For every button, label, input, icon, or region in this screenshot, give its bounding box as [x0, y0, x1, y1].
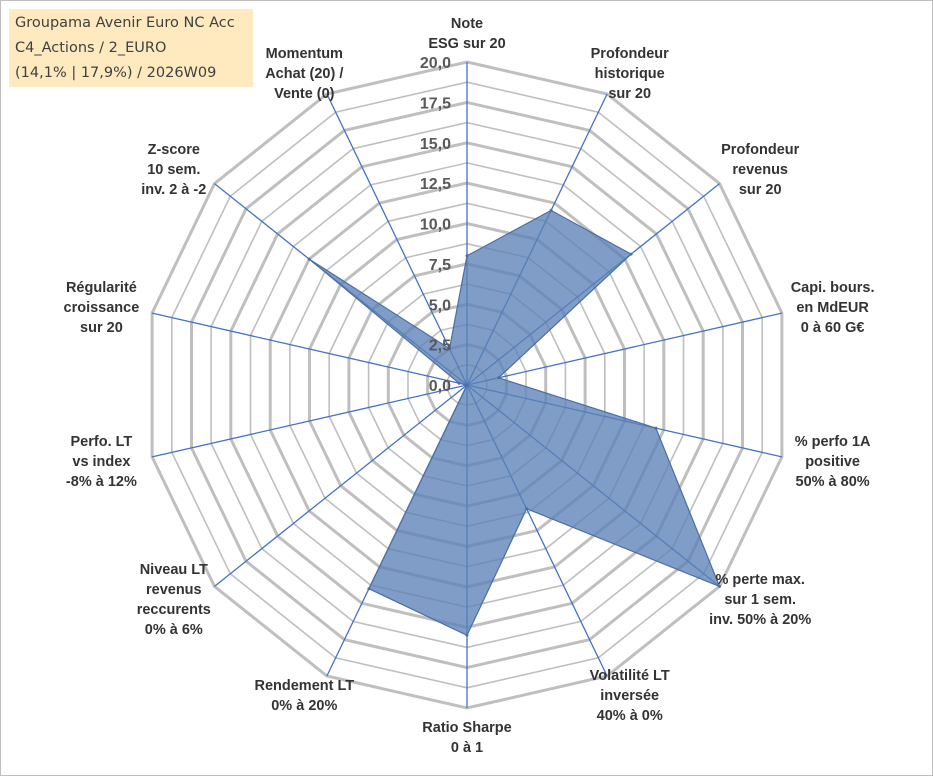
- radar-spoke: [151, 312, 468, 386]
- axis-label: Régularité croissance sur 20: [64, 280, 140, 336]
- tick-label: 2,5: [429, 338, 451, 355]
- data-point: [497, 376, 500, 380]
- radar-spoke: [466, 312, 783, 386]
- axis-label: Ratio Sharpe 0 à 1: [422, 720, 511, 756]
- radar-tick-labels: 0,0 2,5 5,0 7,5 10,0 12,5 15,0 17,5 20,0: [420, 55, 451, 395]
- fund-category: C4_Actions / 2_EURO: [15, 40, 167, 56]
- tick-label: 12,5: [420, 176, 451, 193]
- data-point: [525, 507, 529, 511]
- axis-label: Capi. bours. en MdEUR 0 à 60 G€: [791, 280, 875, 336]
- fund-stats: (14,1% | 17,9%) / 2026W09: [15, 65, 217, 81]
- radar-spoke: [214, 384, 468, 587]
- data-point: [549, 208, 553, 212]
- axis-label: Rendement LT 0% à 20%: [254, 678, 354, 714]
- data-point: [629, 252, 633, 256]
- data-point: [307, 257, 311, 261]
- tick-label: 7,5: [429, 257, 451, 274]
- fund-info-box: Groupama Avenir Euro NC Acc C4_Actions /…: [9, 9, 253, 87]
- series-area: [308, 209, 721, 637]
- axis-label: Volatilité LT inversée 40% à 0%: [590, 668, 670, 724]
- radar-spoke: [151, 384, 468, 458]
- tick-label: 5,0: [429, 297, 451, 314]
- radar-spoke: [326, 93, 468, 386]
- axis-label: Profondeur revenus sur 20: [721, 142, 799, 198]
- fund-name: Groupama Avenir Euro NC Acc: [15, 15, 235, 31]
- axis-label: Perfo. LT vs index -8% à 12%: [66, 434, 137, 490]
- tick-label: 0,0: [429, 378, 451, 395]
- data-point: [465, 254, 469, 258]
- tick-label: 20,0: [420, 55, 451, 72]
- radar-axis-labels: Note ESG sur 20 Profondeur historique sur 20…: [64, 16, 875, 756]
- data-point: [654, 426, 658, 430]
- radar-series: [307, 208, 721, 637]
- tick-label: 10,0: [420, 217, 451, 234]
- axis-label: Profondeur historique sur 20: [591, 46, 669, 102]
- tick-label: 17,5: [420, 95, 451, 112]
- data-point: [448, 347, 451, 351]
- data-point: [465, 383, 469, 387]
- tick-label: 15,0: [420, 136, 451, 153]
- axis-label: Momentum Achat (20) / Vente (0): [265, 46, 343, 102]
- data-point: [718, 584, 721, 588]
- axis-label: Z-score 10 sem. inv. 2 à -2: [141, 142, 206, 198]
- axis-label: % perte max. sur 1 sem. inv. 50% à 20%: [709, 572, 811, 628]
- axis-label: Note ESG sur 20: [428, 16, 505, 52]
- axis-label: % perfo 1A positive 50% à 80%: [795, 434, 871, 490]
- data-point: [465, 633, 469, 637]
- data-point: [457, 381, 461, 385]
- data-point: [367, 587, 371, 591]
- axis-label: Niveau LT revenus reccurents 0% à 6%: [137, 562, 211, 638]
